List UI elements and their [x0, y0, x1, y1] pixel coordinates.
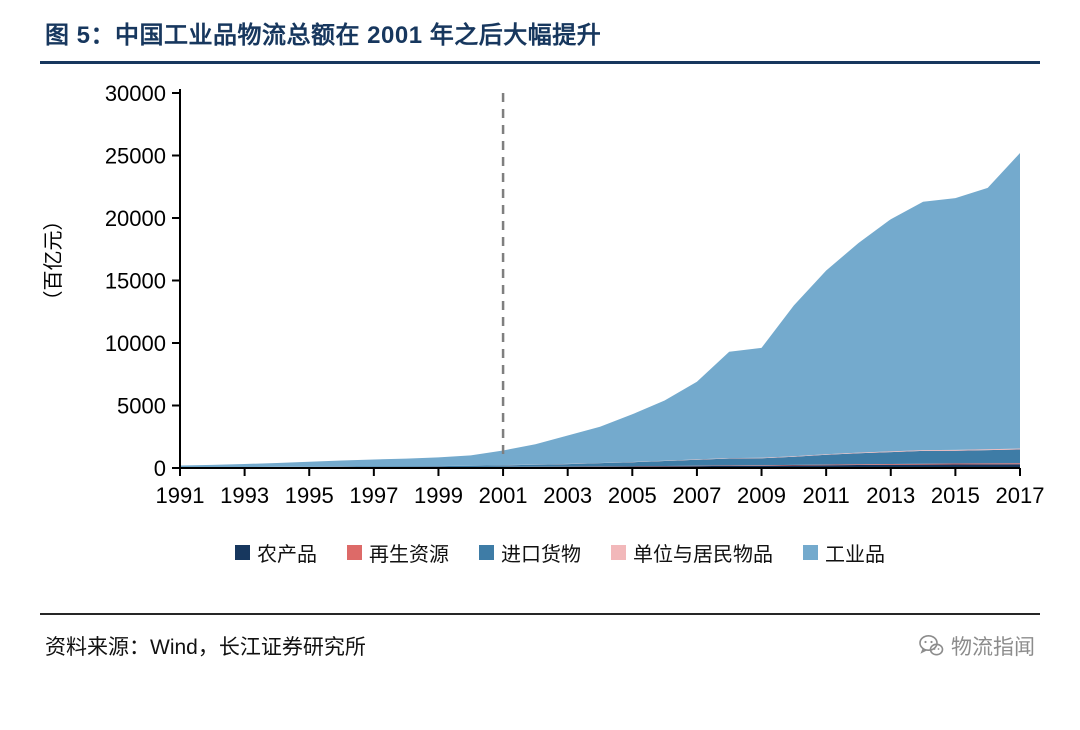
legend-item: 再生资源 [347, 538, 449, 567]
x-tick-label: 2007 [672, 483, 721, 508]
area-series-2 [180, 449, 1020, 468]
chart-legend: 农产品 再生资源 进口货物 单位与居民物品 工业品 [60, 538, 1060, 567]
x-tick-label: 1995 [285, 483, 334, 508]
brand-name: 物流指闻 [951, 636, 1035, 660]
area-series-1 [180, 463, 1020, 468]
legend-item: 单位与居民物品 [611, 538, 773, 567]
figure-header: 图 5：中国工业品物流总额在 2001 年之后大幅提升 [45, 20, 1035, 51]
y-axis-unit-label: （百亿元） [42, 211, 65, 311]
legend-swatch [803, 545, 818, 561]
figure-footer: 资料来源：Wind，长江证券研究所 物流指闻 [45, 631, 1035, 661]
brand-badge: 物流指闻 [917, 631, 1035, 661]
y-tick-label: 30000 [105, 81, 166, 106]
x-tick-label: 2003 [543, 483, 592, 508]
x-tick-label: 2015 [931, 483, 980, 508]
x-tick-label: 2009 [737, 483, 786, 508]
x-tick-label: 1993 [220, 483, 269, 508]
x-tick-label: 1997 [349, 483, 398, 508]
legend-swatch [611, 545, 626, 561]
x-tick-label: 2017 [996, 483, 1045, 508]
legend-swatch [347, 545, 362, 561]
legend-label: 再生资源 [369, 544, 449, 567]
legend-label: 进口货物 [501, 544, 581, 567]
area-series-4 [180, 153, 1020, 468]
legend-item: 进口货物 [479, 538, 581, 567]
figure-title: 图 5：中国工业品物流总额在 2001 年之后大幅提升 [45, 22, 602, 49]
legend-label: 工业品 [825, 544, 885, 567]
y-tick-label: 5000 [117, 394, 166, 419]
area-series-3 [180, 448, 1020, 468]
legend-swatch [235, 545, 250, 561]
stacked-area-chart: 0 5000 10000 15000 20000 25000 30000 1991 1993 19… [42, 81, 1044, 508]
legend-label: 农产品 [257, 544, 317, 567]
y-tick-label: 10000 [105, 331, 166, 356]
wechat-icon [919, 635, 944, 656]
x-tick-label: 2005 [608, 483, 657, 508]
title-divider [40, 61, 1040, 65]
legend-label: 单位与居民物品 [633, 544, 773, 567]
y-tick-label: 0 [154, 456, 166, 481]
x-tick-label: 1991 [156, 483, 205, 508]
legend-item: 农产品 [235, 538, 317, 567]
y-tick-label: 25000 [105, 144, 166, 169]
x-tick-label: 2001 [479, 483, 528, 508]
y-tick-label: 15000 [105, 269, 166, 294]
y-tick-label: 20000 [105, 206, 166, 231]
legend-swatch [479, 545, 494, 561]
source-text: 资料来源：Wind，长江证券研究所 [45, 636, 366, 660]
x-tick-label: 2011 [802, 483, 849, 508]
footer-divider [40, 613, 1040, 616]
x-tick-label: 2013 [866, 483, 915, 508]
legend-item: 工业品 [803, 538, 885, 567]
chart-area: 0 5000 10000 15000 20000 25000 30000 1991 1993 19… [30, 78, 1080, 567]
x-tick-label: 1999 [414, 483, 463, 508]
